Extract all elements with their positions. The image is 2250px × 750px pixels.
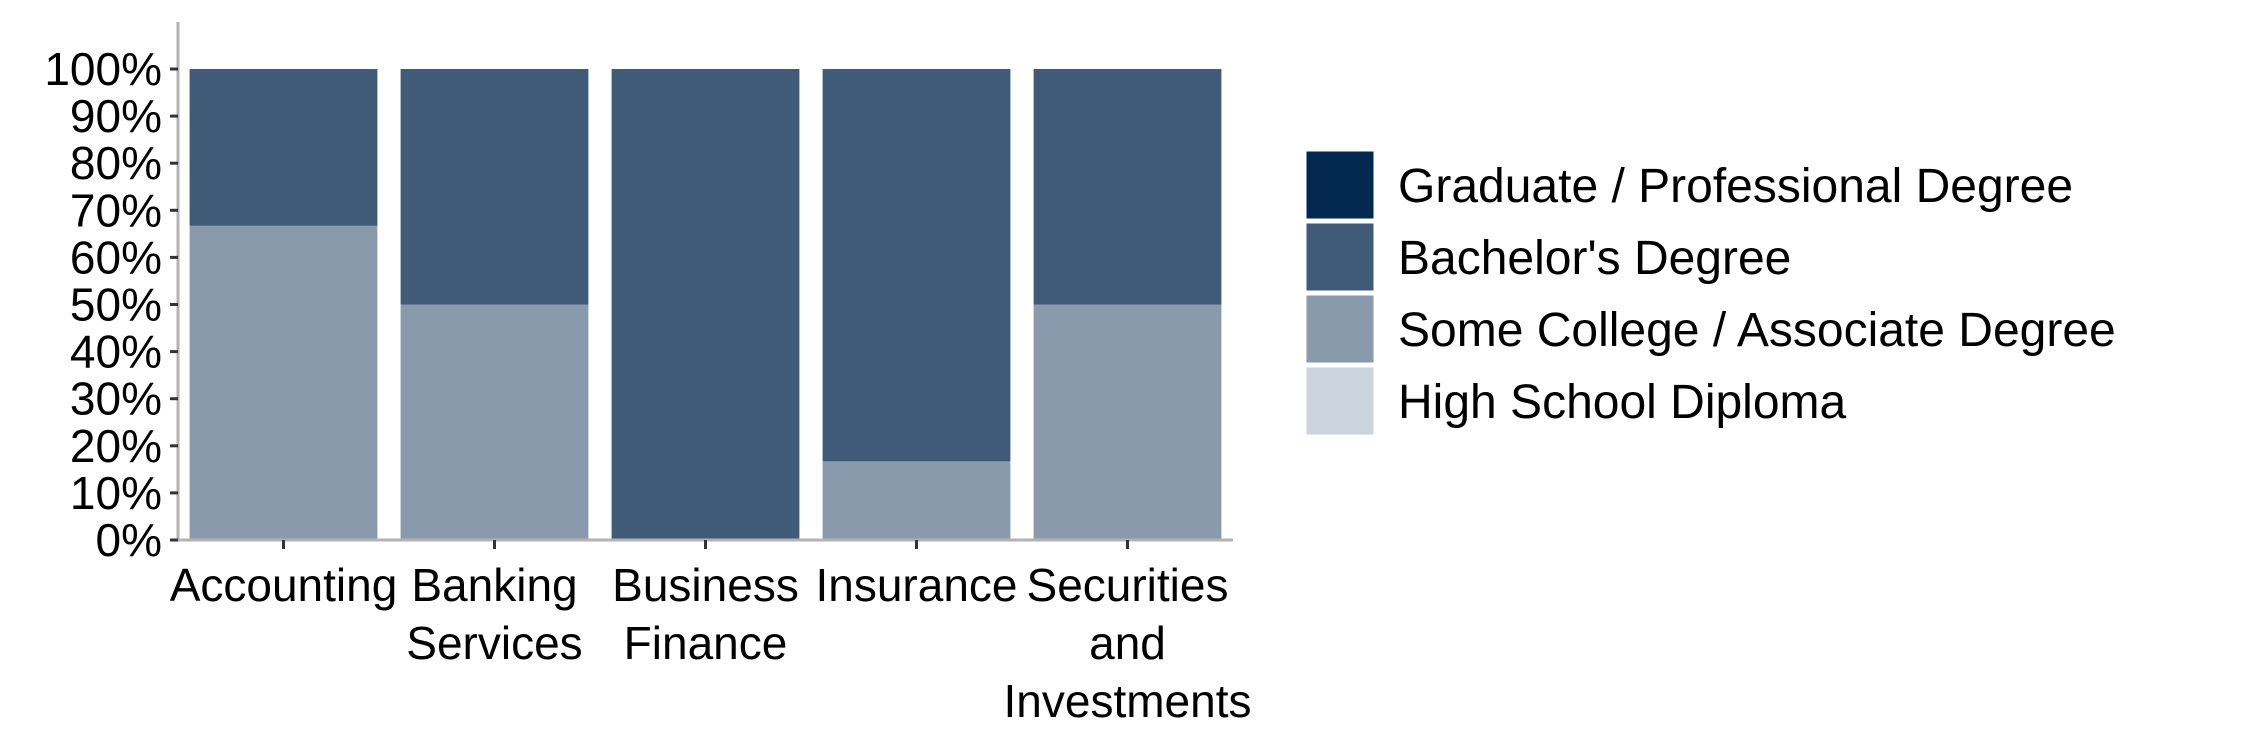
bar-segment [189, 69, 378, 226]
y-tick-label: 50% [70, 279, 162, 331]
y-tick-label: 0% [96, 514, 162, 566]
legend-label: Graduate / Professional Degree [1398, 160, 2073, 213]
bar-segment [400, 304, 589, 540]
y-tick-label: 20% [70, 420, 162, 472]
legend-key [1303, 364, 1377, 438]
y-tick-label: 60% [70, 231, 162, 283]
bar-segment [822, 69, 1011, 462]
x-category-label: Banking Services [406, 559, 582, 669]
legend-label: High School Diploma [1398, 376, 1847, 429]
y-tick-label: 40% [70, 326, 162, 378]
x-category-label: Securities and Investments [1004, 559, 1252, 727]
y-tick-label: 30% [70, 373, 162, 425]
y-tick-label: 70% [70, 184, 162, 236]
legend-key [1303, 292, 1377, 366]
bars-layer [189, 69, 1222, 540]
y-tick-label: 90% [70, 90, 162, 142]
y-tick-label: 80% [70, 137, 162, 189]
bar-segment [822, 461, 1011, 540]
x-category-label: Insurance [815, 559, 1017, 611]
bar-segment [611, 69, 800, 540]
legend-key [1303, 220, 1377, 294]
bar-segment [189, 225, 378, 540]
legend: Graduate / Professional Degree Bachelor's… [1303, 148, 2116, 438]
x-axis: Accounting Banking Services Business Finance… [170, 538, 1252, 727]
bar-segment [1033, 69, 1222, 305]
x-category-label: Accounting [170, 559, 398, 611]
x-category-label: Business Finance [612, 559, 799, 669]
bar-segment [400, 69, 589, 305]
legend-key [1303, 148, 1377, 222]
y-axis: 0%10%20%30%40%50%60%70%80%90%100% [44, 22, 180, 566]
legend-label: Bachelor's Degree [1398, 232, 1791, 285]
y-tick-label: 10% [70, 467, 162, 519]
legend-label: Some College / Associate Degree [1398, 304, 2116, 357]
y-tick-label: 100% [44, 43, 162, 95]
bar-segment [1033, 304, 1222, 540]
